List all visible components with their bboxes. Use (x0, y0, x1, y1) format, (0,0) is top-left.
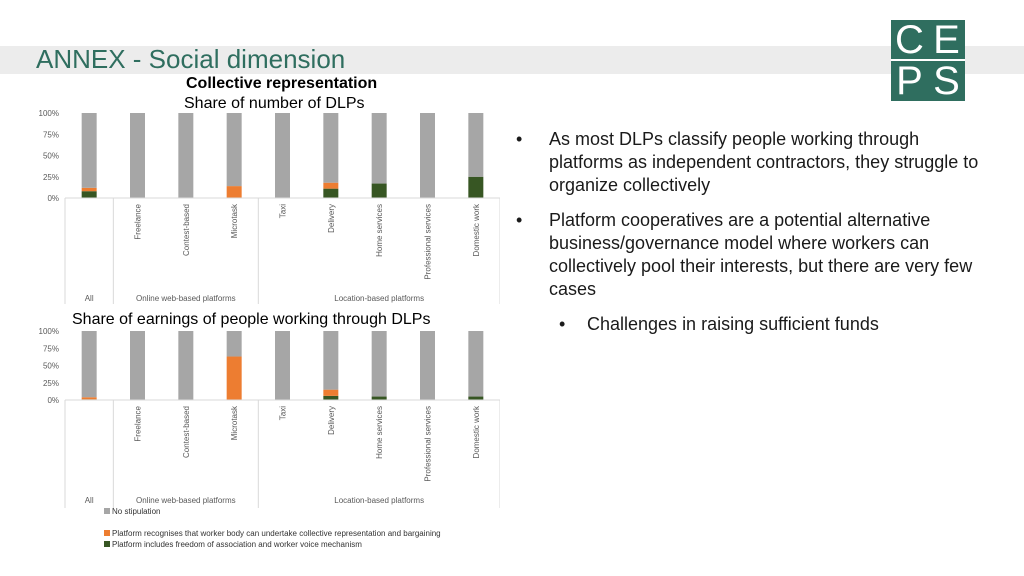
bar-segment (130, 331, 145, 400)
x-tick-label: Contest-based (182, 406, 191, 458)
x-tick-label: Domestic work (472, 203, 481, 256)
sub-bullet-text: Challenges in raising sufficient funds (587, 314, 879, 334)
bar-segment (323, 182, 339, 189)
y-tick-label: 50% (43, 152, 59, 161)
bar-segment (226, 113, 242, 187)
bar-segment (468, 176, 484, 198)
bar-segment (468, 331, 484, 397)
x-tick-label: Home services (375, 204, 384, 257)
x-tick-label: Microtask (230, 203, 239, 238)
bullet-text: Platform cooperatives are a potential al… (549, 210, 973, 299)
y-tick-label: 25% (43, 379, 59, 388)
bullet-item: • Platform cooperatives are a potential … (516, 209, 986, 301)
y-tick-label: 0% (47, 194, 59, 203)
sub-bullet-item: • Challenges in raising sufficient funds (516, 313, 986, 336)
x-tick-label: Contest-based (182, 204, 191, 256)
x-group-label: Location-based platforms (334, 294, 424, 303)
bar-segment (178, 331, 194, 400)
bar-segment (323, 113, 339, 183)
chart2-title: Share of earnings of people working thro… (72, 311, 431, 328)
legend-label: Platform recognises that worker body can… (112, 529, 441, 538)
bar-segment (371, 113, 387, 184)
x-tick-label: Microtask (230, 405, 239, 440)
chart-legend: No stipulation Platform recognises that … (104, 506, 464, 550)
bullet-list: • As most DLPs classify people working t… (516, 128, 986, 336)
bar-segment (81, 187, 97, 192)
logo-divider (891, 59, 965, 61)
x-group-label: All (85, 496, 94, 505)
x-tick-label: Taxi (279, 204, 288, 218)
x-tick-label: Taxi (279, 406, 288, 420)
bar-segment (226, 331, 242, 357)
bar-segment (371, 183, 387, 198)
chart-earnings-share: 0% 25% 50% 75% 100% Freelance Contest-based Mic… (39, 327, 500, 508)
y-tick-label: 25% (43, 173, 59, 182)
bar-segment (371, 396, 387, 400)
x-tick-label: Home services (375, 406, 384, 459)
bar-segment (420, 331, 435, 400)
y-tick-label: 75% (43, 344, 59, 353)
x-tick-label: Delivery (327, 204, 336, 233)
y-tick-label: 75% (43, 130, 59, 139)
chart-collective-representation-dlps: 0% 25% 50% 75% 100% Freelance Contest-based Mic… (39, 109, 500, 304)
bar-segment (371, 331, 387, 397)
legend-swatch (104, 530, 110, 536)
bar-segment (420, 113, 435, 198)
bar-segment (130, 113, 145, 198)
x-tick-label: Freelance (134, 405, 143, 441)
x-group-label: Online web-based platforms (136, 294, 236, 303)
bar-segment (81, 397, 97, 400)
x-tick-label: Delivery (327, 406, 336, 435)
legend-label: Platform includes freedom of association… (112, 540, 362, 549)
ceps-logo: C E P S (891, 20, 965, 101)
legend-label: No stipulation (112, 507, 161, 516)
x-tick-label: Professional services (424, 204, 433, 280)
bar-segment (81, 113, 97, 188)
bar-segment (468, 113, 484, 177)
bar-segment (226, 356, 242, 400)
bullet-text: As most DLPs classify people working thr… (549, 129, 979, 195)
legend-item-recognises-worker-body: Platform recognises that worker body can… (104, 528, 464, 539)
x-group-label: All (85, 294, 94, 303)
bullet-dot: • (559, 314, 566, 334)
bar-segment (81, 331, 97, 398)
x-group-label: Location-based platforms (334, 496, 424, 505)
bullet-dot: • (516, 129, 523, 149)
y-tick-label: 0% (47, 396, 59, 405)
legend-item-freedom-of-association: Platform includes freedom of association… (104, 539, 464, 550)
legend-item-no-stipulation: No stipulation (104, 506, 464, 517)
y-tick-label: 100% (39, 109, 59, 118)
bar-segment (81, 191, 97, 198)
bullet-item: • As most DLPs classify people working t… (516, 128, 986, 197)
bar-segment (323, 395, 339, 400)
bar-segment (275, 331, 290, 400)
bar-segment (323, 389, 339, 396)
y-tick-label: 50% (43, 362, 59, 371)
x-tick-label: Professional services (424, 406, 433, 482)
y-tick-label: 100% (39, 327, 59, 336)
x-tick-label: Domestic work (472, 405, 481, 458)
x-tick-label: Freelance (134, 203, 143, 239)
bar-segment (226, 186, 242, 198)
chart1-title: Collective representation (186, 75, 378, 92)
bar-segment (178, 113, 194, 198)
bullet-dot: • (516, 210, 523, 230)
legend-swatch (104, 508, 110, 514)
bar-segment (275, 113, 290, 198)
logo-letter-p: P (896, 59, 923, 103)
bar-segment (323, 188, 339, 198)
bar-segment (323, 331, 339, 390)
logo-letter-s: S (933, 59, 960, 103)
logo-letter-c: C (895, 18, 924, 62)
legend-swatch (104, 541, 110, 547)
bar-segment (468, 396, 484, 400)
chart1-subtitle: Share of number of DLPs (184, 95, 365, 112)
page-title: ANNEX - Social dimension (36, 44, 346, 74)
x-group-label: Online web-based platforms (136, 496, 236, 505)
logo-letter-e: E (933, 18, 960, 62)
header-band (0, 46, 1024, 74)
